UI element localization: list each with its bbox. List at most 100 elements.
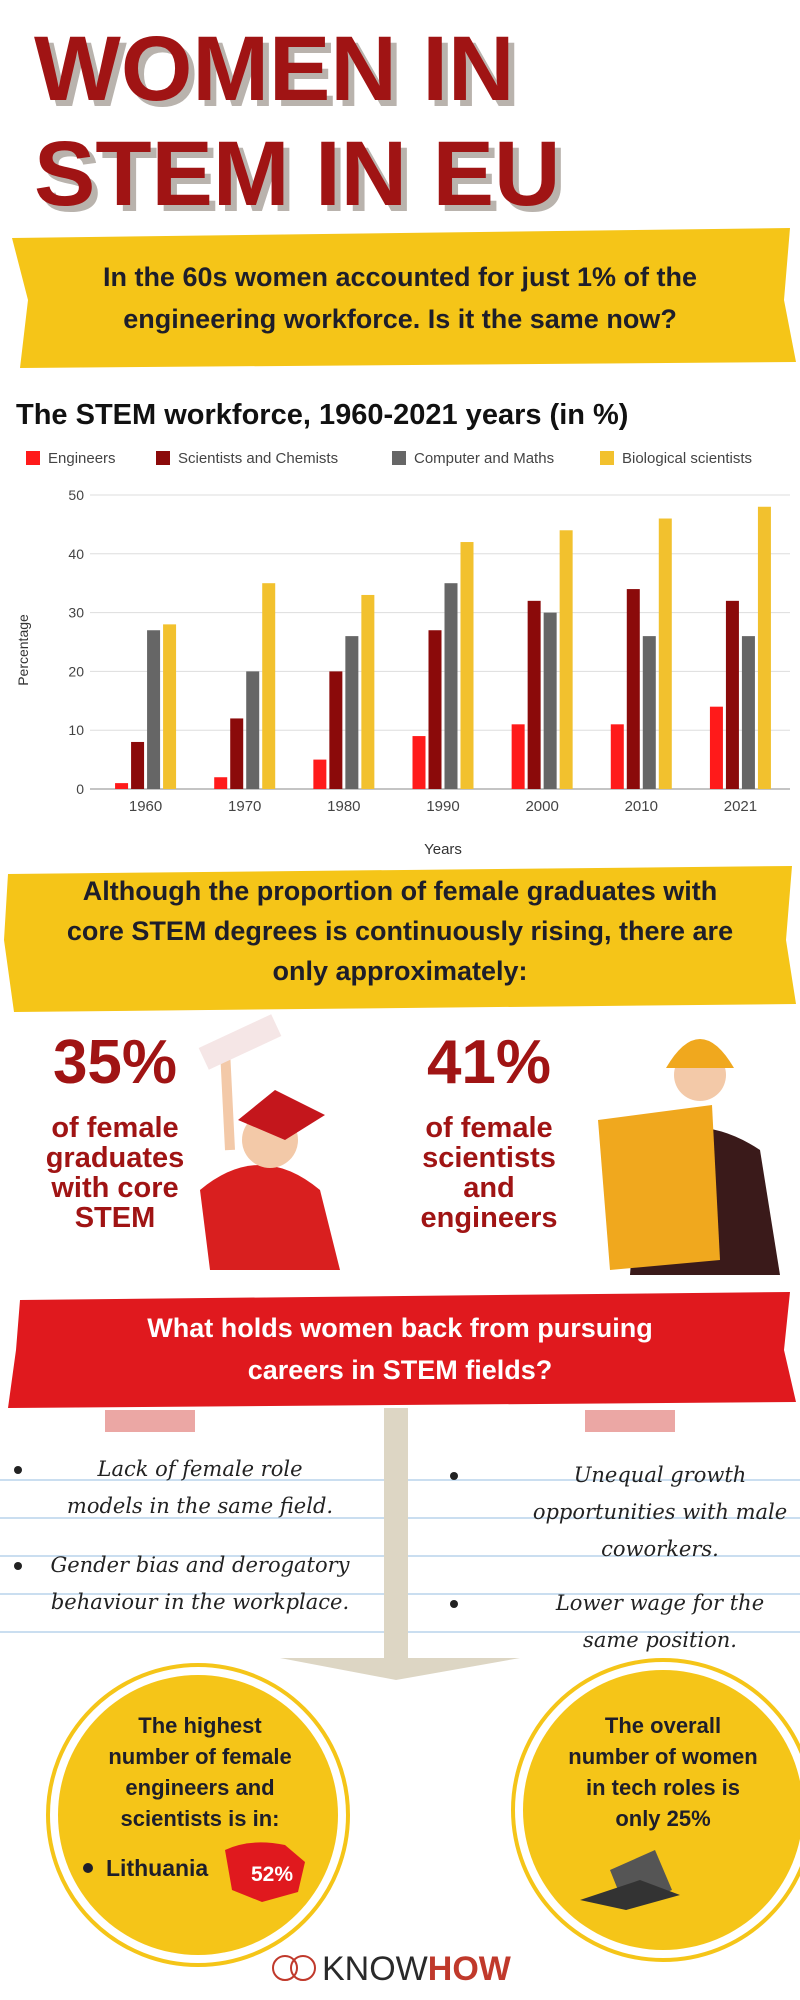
bar <box>412 736 426 789</box>
bar <box>230 718 244 789</box>
bar <box>147 630 161 789</box>
tag <box>105 1410 195 1432</box>
brand: KNOWHOW <box>322 1950 512 1988</box>
bar <box>361 594 375 789</box>
graduate-illustration <box>198 1014 340 1270</box>
stat-text: engineers <box>421 1202 558 1234</box>
barrier-text: coworkers. <box>601 1537 719 1561</box>
stat-text: STEM <box>75 1202 156 1234</box>
graduates-text: only approximately: <box>272 956 527 986</box>
engineer-illustration <box>598 1039 780 1275</box>
bar <box>527 600 541 789</box>
bullet <box>450 1472 458 1480</box>
bar <box>214 777 228 789</box>
bar <box>757 506 771 789</box>
legend-label: Computer and Maths <box>414 450 554 467</box>
fact-text: number of women <box>568 1744 757 1769</box>
graduates-banner <box>4 866 796 1012</box>
bar <box>741 636 755 789</box>
intro-text: engineering workforce. Is it the same no… <box>123 304 677 334</box>
bar <box>626 589 640 789</box>
fact-text: The highest <box>138 1713 262 1738</box>
bar <box>460 542 474 789</box>
y-axis-label: Percentage <box>15 614 31 686</box>
graduates-text: Although the proportion of female gradua… <box>83 876 718 906</box>
intro-text: In the 60s women accounted for just 1% o… <box>103 262 697 292</box>
country: Lithuania <box>106 1855 208 1881</box>
barrier-text: Lack of female role <box>97 1457 303 1481</box>
bullet <box>14 1562 22 1570</box>
fact-text: The overall <box>605 1713 721 1738</box>
x-axis-label: Years <box>424 841 462 858</box>
fact-text: only 25% <box>615 1806 710 1831</box>
fact-text: engineers and <box>125 1775 274 1800</box>
graduates-text: core STEM degrees is continuously rising… <box>67 916 733 946</box>
x-tick-label: 2010 <box>625 798 658 815</box>
question-text: What holds women back from pursuing <box>147 1313 653 1343</box>
bullet <box>14 1466 22 1474</box>
bar <box>642 636 656 789</box>
y-tick-label: 30 <box>68 605 84 621</box>
bar <box>262 583 276 789</box>
x-tick-label: 1960 <box>129 798 162 815</box>
bar <box>345 636 359 789</box>
title-shadow: STEM IN EU <box>40 129 566 231</box>
barrier-text: Lower wage for the <box>555 1591 764 1615</box>
x-tick-label: 2000 <box>525 798 558 815</box>
stat-text: with core <box>50 1172 178 1204</box>
bar <box>559 530 573 789</box>
fact-ring <box>46 1663 350 1967</box>
bar <box>658 518 672 789</box>
bar <box>610 724 624 789</box>
bar <box>313 759 327 789</box>
y-tick-label: 0 <box>76 781 84 797</box>
bar <box>543 612 557 789</box>
legend-swatch <box>392 451 406 465</box>
stat-value: 35% <box>53 1028 177 1097</box>
x-tick-label: 1970 <box>228 798 261 815</box>
logo-icon <box>272 1955 316 1981</box>
fact-circle <box>523 1670 800 1950</box>
fact-text: scientists is in: <box>121 1806 280 1831</box>
intro-banner <box>12 228 796 368</box>
barrier-text: Gender bias and derogatory <box>50 1553 350 1577</box>
y-tick-label: 50 <box>68 487 84 503</box>
bar <box>725 600 739 789</box>
title: STEM IN EU <box>34 123 560 225</box>
barrier-text: same position. <box>583 1628 737 1652</box>
stat-value: 41% <box>427 1028 551 1097</box>
barrier-text: behaviour in the workplace. <box>51 1590 349 1614</box>
tag <box>585 1410 675 1432</box>
brand-b: HOW <box>428 1950 512 1988</box>
brand-a: KNOW <box>322 1950 428 1988</box>
bar <box>511 724 525 789</box>
title-shadow: WOMEN IN <box>40 24 520 126</box>
x-tick-label: 2021 <box>724 798 757 815</box>
bar <box>115 783 129 789</box>
stat-text: of female <box>425 1112 552 1144</box>
legend-swatch <box>26 451 40 465</box>
bullet <box>450 1600 458 1608</box>
legend-label: Engineers <box>48 450 116 467</box>
barrier-text: models in the same field. <box>67 1494 333 1518</box>
legend-swatch <box>600 451 614 465</box>
stat-text: scientists <box>422 1142 556 1174</box>
x-tick-label: 1990 <box>426 798 459 815</box>
stat-text: graduates <box>46 1142 185 1174</box>
barrier-text: Unequal growth <box>574 1463 747 1487</box>
stat-text: and <box>463 1172 515 1204</box>
legend-label: Biological scientists <box>622 450 752 467</box>
fact-text: number of female <box>108 1744 291 1769</box>
legend-swatch <box>156 451 170 465</box>
legend-label: Scientists and Chemists <box>178 450 338 467</box>
bar <box>131 741 145 789</box>
bar <box>246 671 260 789</box>
barrier-text: opportunities with male <box>533 1500 787 1524</box>
fact-ring <box>511 1658 800 1962</box>
title: WOMEN IN <box>34 18 514 120</box>
y-tick-label: 10 <box>68 722 84 738</box>
bar <box>444 583 458 789</box>
divider-base <box>280 1658 520 1680</box>
question-text: careers in STEM fields? <box>248 1355 553 1385</box>
